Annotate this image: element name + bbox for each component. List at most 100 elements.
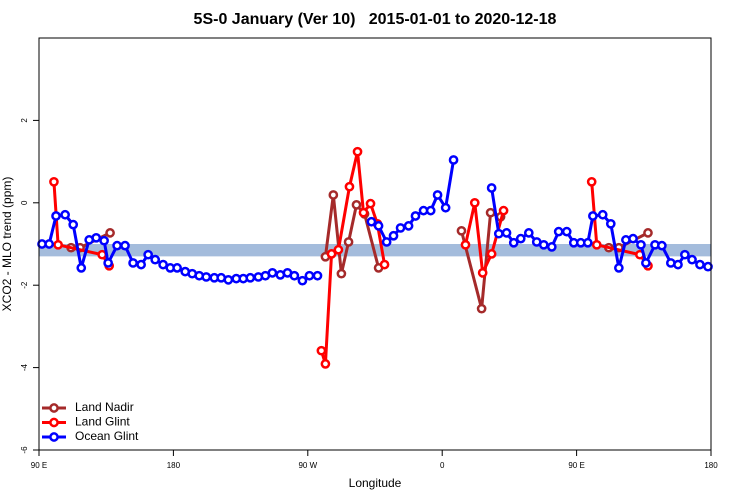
data-point	[343, 237, 354, 247]
data-point	[605, 218, 616, 229]
x-tick-label: 0	[440, 461, 445, 470]
data-point	[172, 263, 182, 273]
data-point	[673, 259, 683, 270]
data-point	[201, 272, 212, 282]
data-point	[326, 249, 337, 259]
data-point	[395, 223, 406, 233]
legend-label: Land Nadir	[75, 400, 134, 414]
data-point	[561, 226, 572, 237]
data-point	[103, 258, 113, 268]
data-point	[448, 155, 459, 165]
chart-title: 5S-0 January (Ver 10) 2015-01-01 to 2020…	[194, 11, 557, 28]
data-point	[687, 254, 697, 265]
data-point	[460, 239, 471, 250]
data-point	[432, 190, 443, 200]
data-point	[515, 233, 526, 244]
data-point	[546, 242, 557, 252]
data-point	[373, 221, 384, 231]
data-point	[588, 211, 598, 221]
data-point	[99, 235, 109, 246]
data-point	[143, 249, 154, 260]
data-point	[586, 176, 597, 187]
data-point	[440, 202, 451, 213]
data-point	[379, 259, 390, 270]
data-point	[351, 200, 362, 210]
x-axis-label: Longitude	[349, 476, 402, 490]
data-point	[358, 207, 369, 218]
data-point	[486, 183, 497, 193]
data-point	[695, 259, 705, 270]
data-point	[245, 272, 256, 283]
data-point	[657, 240, 667, 251]
data-point	[320, 359, 331, 369]
data-point	[498, 205, 509, 216]
data-point	[328, 190, 339, 200]
data-point	[381, 237, 392, 247]
data-point	[680, 249, 690, 260]
data-point	[469, 197, 480, 208]
data-point	[628, 233, 638, 244]
data-point	[582, 237, 593, 248]
data-point	[388, 230, 399, 241]
data-point	[289, 270, 300, 281]
legend-marker	[49, 417, 59, 428]
data-point	[158, 259, 168, 270]
data-point	[223, 274, 234, 285]
data-point	[267, 267, 278, 278]
legend-marker	[49, 403, 59, 413]
data-point	[477, 267, 488, 278]
x-tick-label: 180	[167, 461, 181, 470]
data-point	[312, 270, 323, 281]
data-point	[508, 237, 519, 248]
y-tick-label: 2	[20, 118, 29, 123]
data-point	[591, 239, 602, 250]
data-point	[136, 259, 146, 270]
data-point	[456, 225, 467, 236]
data-point	[150, 254, 161, 265]
y-axis-label: XCO2 - MLO trend (ppm)	[0, 177, 14, 312]
data-point	[49, 176, 59, 187]
data-point	[493, 228, 504, 239]
data-point	[128, 258, 138, 268]
plot-frame	[38, 37, 712, 451]
data-point	[366, 216, 377, 227]
y-tick-label: -4	[20, 363, 29, 371]
data-point	[643, 228, 653, 238]
data-point	[53, 239, 63, 250]
y-tick-label: -6	[20, 446, 29, 454]
data-point	[523, 228, 534, 238]
data-point	[344, 181, 355, 192]
x-tick-label: 90 W	[298, 461, 317, 470]
data-point	[333, 244, 344, 255]
data-point	[403, 221, 414, 231]
data-point	[91, 232, 102, 243]
data-point	[501, 228, 512, 238]
data-point	[553, 226, 564, 237]
data-point	[476, 303, 487, 314]
data-point	[410, 211, 421, 221]
legend-label: Ocean Glint	[75, 429, 139, 443]
data-point	[316, 345, 327, 356]
x-tick-label: 90 E	[568, 461, 584, 470]
data-point	[304, 270, 315, 281]
y-tick-label: 0	[20, 200, 29, 205]
data-point	[425, 205, 436, 216]
series-line	[52, 151, 650, 365]
data-point	[68, 219, 79, 230]
legend-marker	[49, 432, 59, 442]
legend-label: Land Glint	[75, 415, 130, 429]
data-point	[365, 198, 376, 209]
data-point	[51, 211, 61, 221]
y-tick-label: -2	[20, 281, 29, 289]
x-tick-label: 90 E	[31, 461, 47, 470]
data-point	[297, 275, 308, 286]
data-point	[105, 228, 115, 238]
data-point	[60, 209, 70, 220]
data-point	[76, 263, 87, 273]
data-point	[597, 209, 608, 220]
x-tick-label: 180	[704, 461, 718, 470]
data-point	[538, 239, 549, 250]
data-point	[336, 268, 347, 279]
data-point	[486, 249, 497, 259]
